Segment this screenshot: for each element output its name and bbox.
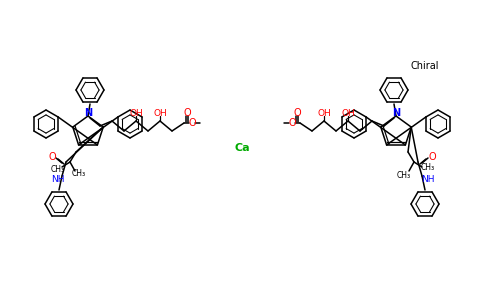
Text: NH: NH xyxy=(51,175,65,184)
Text: N: N xyxy=(84,108,92,118)
Text: O: O xyxy=(428,152,436,162)
Text: CH₃: CH₃ xyxy=(72,169,86,178)
Text: OH: OH xyxy=(317,109,331,118)
Text: OH: OH xyxy=(153,109,167,118)
Text: OH: OH xyxy=(129,109,143,118)
Text: CH₃: CH₃ xyxy=(421,163,435,172)
Text: O: O xyxy=(293,108,301,118)
Text: O: O xyxy=(183,108,191,118)
Text: Chiral: Chiral xyxy=(411,61,439,71)
Text: O: O xyxy=(188,118,196,128)
Text: CH₃: CH₃ xyxy=(397,172,411,181)
Text: CH₃: CH₃ xyxy=(51,164,65,173)
Text: O: O xyxy=(288,118,296,128)
Text: OH: OH xyxy=(341,109,355,118)
Text: N: N xyxy=(392,108,400,118)
Text: Ca: Ca xyxy=(234,143,250,153)
Text: NH: NH xyxy=(421,175,435,184)
Text: O: O xyxy=(48,152,56,162)
